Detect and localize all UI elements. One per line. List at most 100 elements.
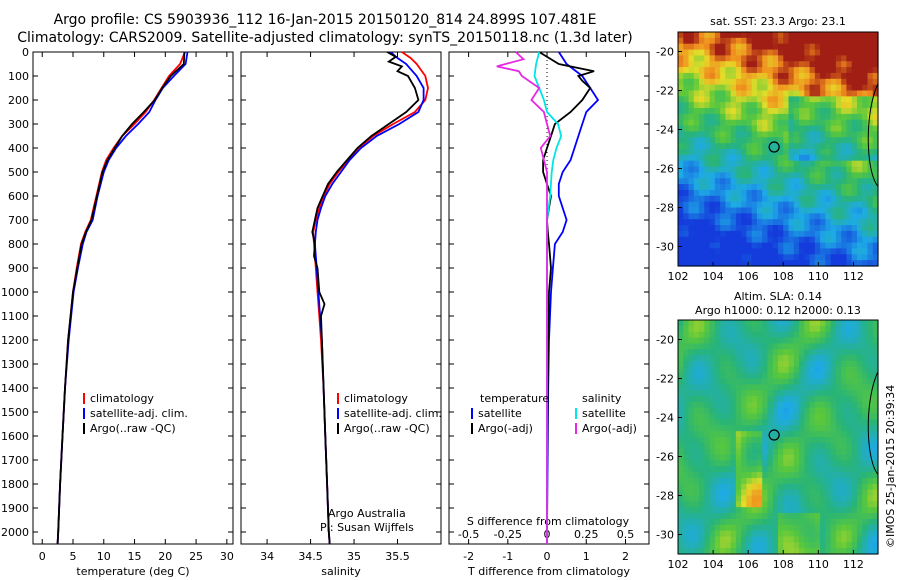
sst-map-cell	[825, 225, 832, 232]
sst-map-cell	[830, 102, 837, 109]
sla-map-cell	[820, 536, 826, 543]
sst-map-cell	[856, 248, 863, 255]
sst-map-cell	[756, 242, 763, 250]
sla-map-cell	[851, 507, 858, 514]
sst-map-cell	[846, 166, 853, 173]
sla-map-cell	[856, 401, 863, 409]
sla-map-cell	[735, 401, 742, 409]
sla-map-cell	[709, 360, 716, 368]
sst-map-cell	[693, 248, 700, 255]
sla-map-cell	[767, 372, 774, 380]
sla-map-cell	[835, 518, 842, 526]
sla-map-cell	[862, 542, 869, 549]
sla-map-cell	[725, 489, 732, 497]
sst-map-cell	[793, 225, 800, 232]
sla-map-cell	[756, 320, 763, 327]
sla-map-cell	[846, 542, 853, 549]
sla-map-cell	[756, 518, 763, 526]
sst-map-cell	[688, 84, 695, 92]
sla-map-cell	[730, 355, 737, 362]
sla-map-cell	[746, 337, 753, 344]
sst-map-cell	[778, 84, 784, 92]
sst-map-cell	[693, 137, 700, 144]
sla-map-cell	[720, 542, 726, 549]
sst-map-cell	[830, 67, 837, 74]
sst-map-cell	[746, 102, 753, 109]
sla-map-cell	[867, 513, 874, 520]
sla-map-cell	[751, 431, 758, 438]
sla-map-cell	[783, 413, 790, 421]
sla-map-cell	[741, 448, 748, 456]
sst-map-cell	[751, 166, 758, 173]
sst-map-cell	[746, 113, 753, 121]
sla-map-cell	[741, 536, 748, 543]
sst-map-cell	[841, 230, 848, 238]
sst-map-cell	[867, 32, 874, 39]
sst-map-cell	[756, 160, 763, 168]
sla-map-cell	[825, 337, 832, 344]
sst-map-cell	[820, 184, 826, 191]
sst-map-cell	[714, 43, 721, 51]
sst-map-cell	[856, 32, 863, 39]
sla-map-cell	[772, 466, 779, 473]
sla-map-cell	[793, 372, 800, 380]
sla-map-cell	[756, 442, 763, 450]
sst-map-cell	[709, 230, 716, 238]
sst-map-cell	[762, 166, 769, 173]
sla-map-cell	[688, 366, 695, 374]
sst-map-cell	[825, 260, 832, 267]
sst-map-cell	[825, 102, 832, 109]
sst-map-cell	[704, 154, 711, 162]
sla-map-cell	[741, 513, 748, 520]
sst-map-cell	[767, 154, 774, 162]
title-line-2: Climatology: CARS2009. Satellite-adjuste…	[17, 30, 633, 46]
sst-map-cell	[746, 78, 753, 86]
sla-map-cell	[862, 355, 869, 362]
sla-map-cell	[751, 349, 758, 356]
sst-map-cell	[720, 32, 726, 39]
sst-map-cell	[693, 125, 700, 133]
sst-map-cell	[714, 108, 721, 115]
sst-map-cell	[746, 184, 753, 191]
sla-map-cell	[835, 536, 842, 543]
sst-map-cell	[767, 184, 774, 191]
sst-map-cell	[772, 213, 779, 220]
s-diff-axis-label: S difference from climatology	[467, 515, 630, 528]
sla-map-cell	[778, 536, 784, 543]
sla-map-cell	[846, 477, 853, 485]
sst-map-cell	[804, 236, 811, 244]
sst-map-cell	[714, 154, 721, 162]
sst-map-cell	[699, 160, 705, 168]
sst-map-cell	[693, 189, 700, 197]
sst-map-cell	[751, 32, 758, 39]
sst-map-cell	[856, 207, 863, 214]
sla-map-cell	[778, 360, 784, 368]
series-line-temperature-1	[56, 51, 189, 545]
sla-map-cell	[762, 360, 769, 368]
sst-map-cell	[830, 137, 837, 144]
sla-map-cell	[799, 378, 805, 385]
sla-map-cell	[862, 442, 869, 450]
sla-map-cell	[725, 372, 732, 380]
sst-map-cell	[699, 108, 705, 115]
sst-map-cell	[720, 131, 726, 138]
sst-map-cell	[751, 225, 758, 232]
x-tick-label: 34.5	[298, 550, 323, 563]
sst-map-cell	[809, 149, 816, 156]
sla-map-cell	[756, 401, 763, 409]
sst-map-cell	[788, 49, 795, 56]
sla-map-cell	[793, 524, 800, 532]
sla-map-cell	[788, 331, 795, 339]
sla-map-cell	[746, 360, 753, 368]
sst-map-cell	[856, 90, 863, 97]
sla-map-cell	[825, 466, 832, 473]
sla-map-cell	[788, 489, 795, 497]
sst-map-cell	[856, 154, 863, 162]
sst-map-cell	[856, 195, 863, 203]
sst-map-cell	[683, 96, 690, 103]
sst-map-cell	[756, 131, 763, 138]
sla-map-cell	[741, 396, 748, 403]
sla-lat-tick-label: -22	[656, 373, 674, 386]
sla-lat-tick-label: -28	[656, 490, 674, 503]
sst-map-cell	[867, 96, 874, 103]
